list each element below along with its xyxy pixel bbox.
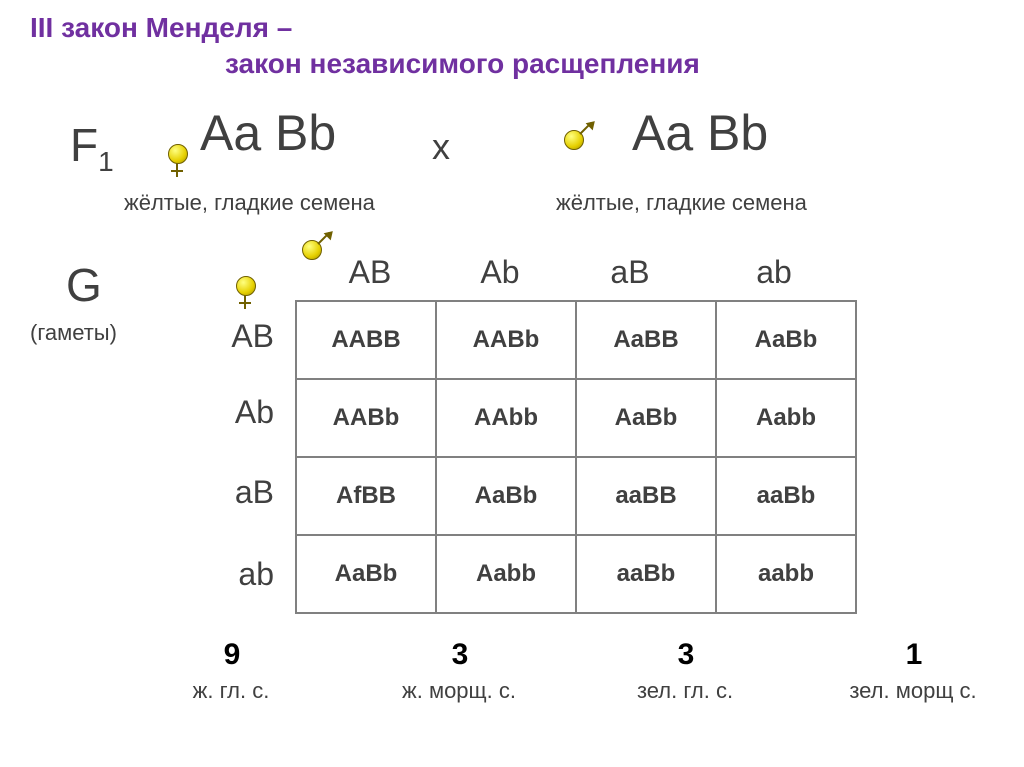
- punnett-cell: AaBB: [576, 301, 716, 379]
- gamete-row-0: AB: [214, 318, 274, 355]
- ratio-2: 3: [626, 638, 746, 672]
- gamete-col-2: aB: [570, 254, 690, 291]
- generation-label: F1: [70, 118, 114, 178]
- punnett-cell: AAbb: [436, 379, 576, 457]
- punnett-cell: AABb: [436, 301, 576, 379]
- gametes-sublabel: (гаметы): [30, 320, 117, 346]
- table-row: AaBb Aabb aaBb aabb: [296, 535, 856, 613]
- ratio-label-2: зел. гл. с.: [600, 678, 770, 704]
- parent2-genotype: Aa Bb: [632, 104, 768, 162]
- ratio-label-1: ж. морщ. с.: [374, 678, 544, 704]
- parent1-phenotype: жёлтые, гладкие семена: [124, 190, 375, 216]
- female-ball-icon: [168, 144, 188, 164]
- male-arrowhead-icon: [586, 118, 599, 131]
- punnett-cell: Aabb: [716, 379, 856, 457]
- gamete-col-0: AB: [310, 254, 430, 291]
- ratio-0: 9: [172, 638, 292, 672]
- punnett-cell: AaBb: [576, 379, 716, 457]
- gamete-row-3: ab: [214, 556, 274, 593]
- punnett-cell: AfBB: [296, 457, 436, 535]
- parent2-phenotype: жёлтые, гладкие семена: [556, 190, 807, 216]
- gamete-col-3: ab: [714, 254, 834, 291]
- ratio-3: 1: [854, 638, 974, 672]
- punnett-cell: AaBb: [296, 535, 436, 613]
- table-row: AABB AABb AaBB AaBb: [296, 301, 856, 379]
- punnett-cell: AaBb: [436, 457, 576, 535]
- female-ball-icon: [236, 276, 256, 296]
- gamete-col-1: Ab: [440, 254, 560, 291]
- female-crossbar-icon: [239, 302, 251, 304]
- punnett-cell: aaBB: [576, 457, 716, 535]
- title-line-2: закон независимого расщепления: [225, 48, 700, 80]
- male-arrowhead-icon: [324, 228, 337, 241]
- table-row: AABb AAbb AaBb Aabb: [296, 379, 856, 457]
- punnett-square: AABB AABb AaBB AaBb AABb AAbb AaBb Aabb …: [295, 300, 857, 614]
- generation-sub: 1: [98, 146, 114, 177]
- ratio-1: 3: [400, 638, 520, 672]
- punnett-cell: aabb: [716, 535, 856, 613]
- gamete-row-2: aB: [214, 474, 274, 511]
- ratio-label-3: зел. морщ с.: [828, 678, 998, 704]
- punnett-cell: aaBb: [576, 535, 716, 613]
- female-crossbar-icon: [171, 170, 183, 172]
- generation-letter: F: [70, 119, 98, 171]
- ratio-label-0: ж. гл. с.: [146, 678, 316, 704]
- cross-symbol: x: [432, 126, 450, 168]
- punnett-cell: AABB: [296, 301, 436, 379]
- title-line-1: III закон Менделя –: [30, 12, 292, 44]
- parent1-genotype: Aa Bb: [200, 104, 336, 162]
- punnett-cell: AaBb: [716, 301, 856, 379]
- gametes-letter: G: [66, 258, 102, 312]
- punnett-cell: aaBb: [716, 457, 856, 535]
- punnett-cell: AABb: [296, 379, 436, 457]
- gamete-row-1: Ab: [214, 394, 274, 431]
- table-row: AfBB AaBb aaBB aaBb: [296, 457, 856, 535]
- punnett-cell: Aabb: [436, 535, 576, 613]
